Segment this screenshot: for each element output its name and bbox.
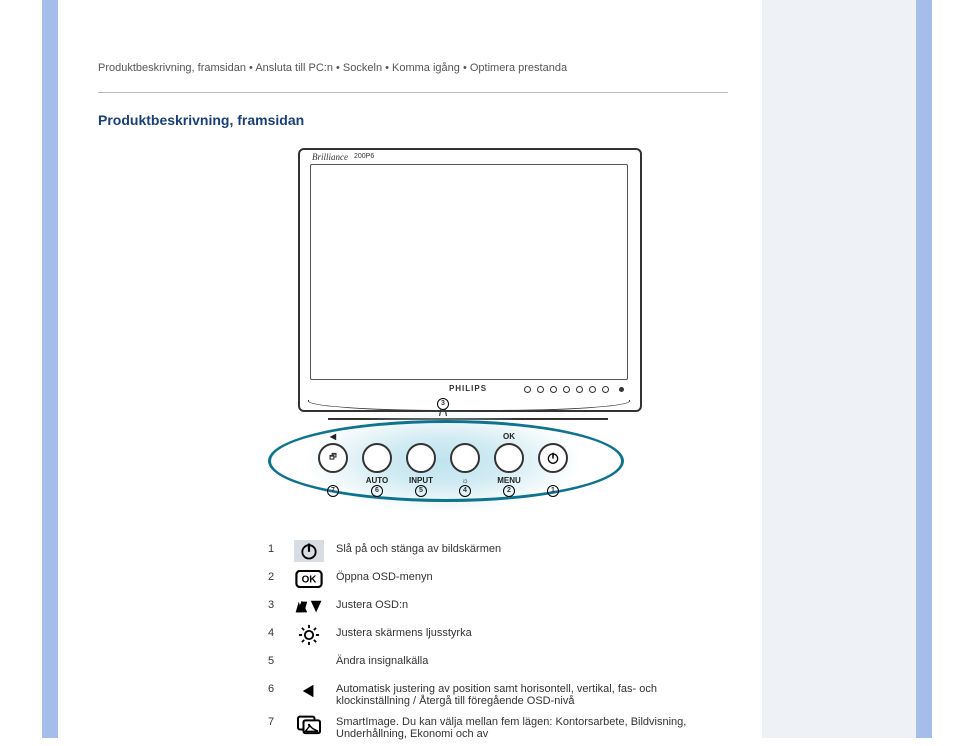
legend-text: Slå på och stänga av bildskärmen [336,540,728,555]
button-legend: 1 Slå på och stänga av bildskärmen 2 OK Öppn… [268,540,728,746]
front-power-led [619,387,624,392]
callout-top-number: 3 / \ [268,398,618,419]
legend-text: SmartImage. Du kan välja mellan fem läge… [336,713,728,740]
legend-number: 7 [268,713,282,728]
breadcrumb: Produktbeskrivning, framsidan • Ansluta … [98,62,567,74]
legend-row: 3 Justera OSD:n [268,596,728,618]
legend-text: Öppna OSD-menyn [336,568,728,583]
legend-number: 2 [268,568,282,583]
callout-number-badge: 6 [364,485,390,497]
front-button [589,386,596,393]
callout-number-badge: 1 [540,485,566,497]
callout-over-label: OK [496,432,522,441]
callout-over-label: ◀ [320,432,346,441]
callout-button: 🗗◀7 [318,443,348,473]
legend-row: 1 Slå på och stänga av bildskärmen [268,540,728,562]
callout-button: ☼4 [450,443,480,473]
monitor-illustration: Brilliance 200P6 PHILIPS [298,148,638,428]
callout-number-badge: 7 [320,485,346,497]
legend-text: Justera OSD:n [336,596,728,611]
legend-row: 4 Justera skärmens ljusstyrka [268,624,728,646]
monitor-screen [310,164,628,380]
updown-icon [294,596,324,618]
callout-button: AUTO6 [362,443,392,473]
legend-text: Justera skärmens ljusstyrka [336,624,728,639]
left-accent-stripe [42,0,58,738]
button-callout: 3 / \ 🗗◀7AUTO6INPUT5☼4OKMENU21 [268,420,618,500]
legend-row: 2 OK Öppna OSD-menyn [268,568,728,590]
legend-text: Ändra insignalkälla [336,652,728,667]
ok-icon: OK [294,568,324,590]
front-button [563,386,570,393]
right-background-panel [762,0,916,738]
callout-number-badge: 5 [408,485,434,497]
legend-row: 7 SmartImage. Du kan välja mellan fem läg… [268,713,728,740]
monitor-model-name: 200P6 [354,153,374,160]
legend-number: 5 [268,652,282,667]
front-button [524,386,531,393]
callout-under-label: ☼ [452,476,478,485]
right-accent-stripe [916,0,932,738]
power-icon [294,540,324,562]
monitor-brand-name: Brilliance [312,152,348,162]
no-icon [294,652,324,674]
callout-button: OKMENU2 [494,443,524,473]
callout-under-label: INPUT [408,476,434,485]
legend-number: 4 [268,624,282,639]
front-button [537,386,544,393]
content-area: Produktbeskrivning, framsidan • Ansluta … [58,0,762,738]
callout-number-badge: 2 [496,485,522,497]
front-button [550,386,557,393]
svg-text:OK: OK [302,575,318,586]
callout-button: INPUT5 [406,443,436,473]
front-button [576,386,583,393]
smartimage-icon [294,713,324,735]
front-button [602,386,609,393]
section-title: Produktbeskrivning, framsidan [98,112,304,128]
callout-number-badge: 4 [452,485,478,497]
legend-row: 6 Automatisk justering av position samt h… [268,680,728,707]
callout-under-label: AUTO [364,476,390,485]
callout-button: 1 [538,443,568,473]
left-icon [294,680,324,702]
legend-number: 1 [268,540,282,555]
divider [98,92,728,93]
callout-under-label: MENU [496,476,522,485]
legend-row: 5 Ändra insignalkälla [268,652,728,674]
legend-number: 3 [268,596,282,611]
brightness-icon [294,624,324,646]
monitor-front-buttons [524,386,624,393]
legend-number: 6 [268,680,282,695]
legend-text: Automatisk justering av position samt ho… [336,680,728,707]
